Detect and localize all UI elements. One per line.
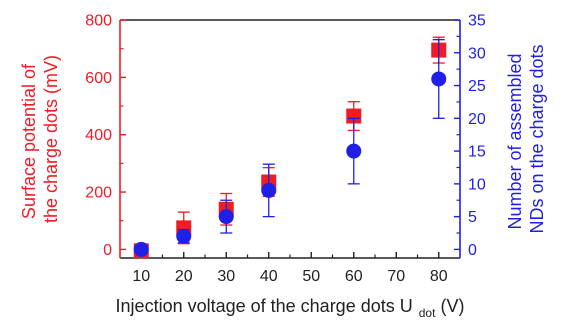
series-assembled-nds: [133, 39, 447, 257]
left-axis-title-line-1: Surface potential of: [19, 63, 39, 219]
data-point-circle: [346, 143, 362, 159]
right-tick-label: 35: [468, 13, 486, 30]
data-point-circle: [431, 71, 447, 87]
x-tick-label: 70: [387, 268, 405, 285]
right-tick-label: 0: [468, 242, 477, 259]
x-tick-label: 30: [217, 268, 235, 285]
bottom-axis: 10 20 30 40 50 60 70 80: [132, 252, 448, 285]
right-tick-label: 15: [468, 144, 486, 161]
x-axis-title-main: Injection voltage of the charge dots U: [116, 296, 413, 316]
left-axis: 0 200 400 600 800: [85, 13, 126, 259]
left-tick-label: 600: [85, 70, 112, 87]
left-axis-title-line-2: the charge dots (mV): [41, 55, 61, 223]
x-tick-label: 20: [175, 268, 193, 285]
x-axis-title-subscript: dot: [419, 306, 436, 320]
left-tick-label: 200: [85, 185, 112, 202]
x-tick-label: 60: [345, 268, 363, 285]
series-surface-potential: [133, 36, 447, 259]
x-axis-title: Injection voltage of the charge dots U d…: [116, 296, 465, 321]
series-layer: [133, 36, 447, 259]
x-axis-title-unit: (V): [440, 296, 464, 316]
left-axis-title: Surface potential of the charge dots (mV…: [19, 55, 61, 223]
right-tick-label: 5: [468, 209, 477, 226]
right-axis-title-line-2: NDs on the charge dots: [527, 44, 547, 233]
x-tick-label: 40: [260, 268, 278, 285]
right-tick-label: 30: [468, 45, 486, 62]
right-tick-label: 10: [468, 176, 486, 193]
right-tick-label: 20: [468, 111, 486, 128]
x-tick-label: 50: [302, 268, 320, 285]
data-point-circle: [218, 209, 234, 225]
data-point-circle: [176, 228, 192, 244]
x-tick-label: 80: [430, 268, 448, 285]
left-tick-label: 400: [85, 127, 112, 144]
x-tick-label: 10: [132, 268, 150, 285]
right-axis-title: Number of assembled NDs on the charge do…: [505, 44, 547, 233]
data-point-square: [346, 108, 362, 124]
left-tick-label: 800: [85, 13, 112, 30]
plot-frame: [119, 19, 461, 259]
right-axis-title-line-1: Number of assembled: [505, 53, 525, 229]
data-point-circle: [261, 182, 277, 198]
data-point-circle: [133, 241, 149, 257]
right-axis: 0 5 10 15 20 25 30 35: [454, 13, 486, 259]
left-tick-label: 0: [103, 242, 112, 259]
right-tick-label: 25: [468, 78, 486, 95]
